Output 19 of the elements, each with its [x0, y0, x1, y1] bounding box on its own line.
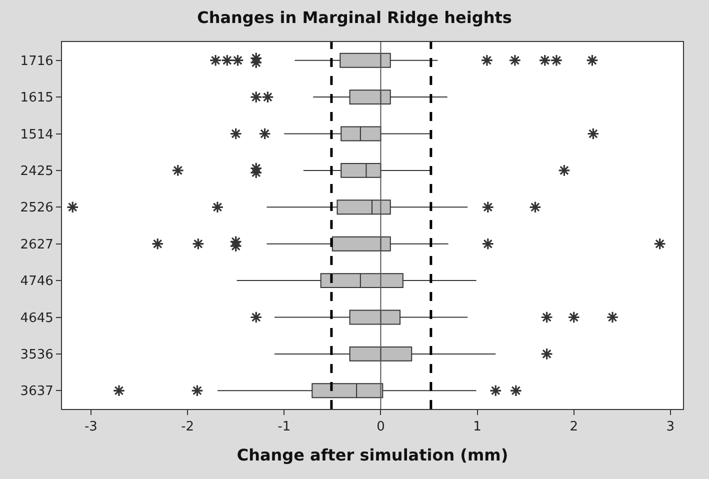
y-tick-label: 2425 — [20, 164, 54, 179]
y-tick-label: 2526 — [20, 200, 54, 216]
x-tick-label: -3 — [84, 420, 98, 435]
y-tick-label: 3536 — [20, 348, 54, 362]
chart-title: Changes in Marginal Ridge heights — [197, 8, 512, 28]
y-tick-label: 1514 — [20, 127, 54, 142]
x-tick-label: 3 — [666, 420, 675, 435]
x-tick-label: 2 — [570, 420, 578, 435]
y-tick-label: 4746 — [20, 274, 54, 290]
y-tick-label: 4645 — [20, 310, 54, 326]
y-tick-label: 1615 — [20, 90, 54, 106]
x-tick-label: -2 — [181, 420, 194, 435]
x-axis-title: Change after simulation (mm) — [236, 445, 508, 464]
x-tick-label: 1 — [473, 420, 482, 435]
y-tick-label: 2627 — [20, 237, 54, 252]
y-tick-label: 3637 — [20, 384, 54, 400]
x-tick-label: -1 — [278, 420, 291, 435]
x-tick-label: 0 — [376, 420, 385, 435]
y-tick-label: 1716 — [20, 54, 54, 69]
